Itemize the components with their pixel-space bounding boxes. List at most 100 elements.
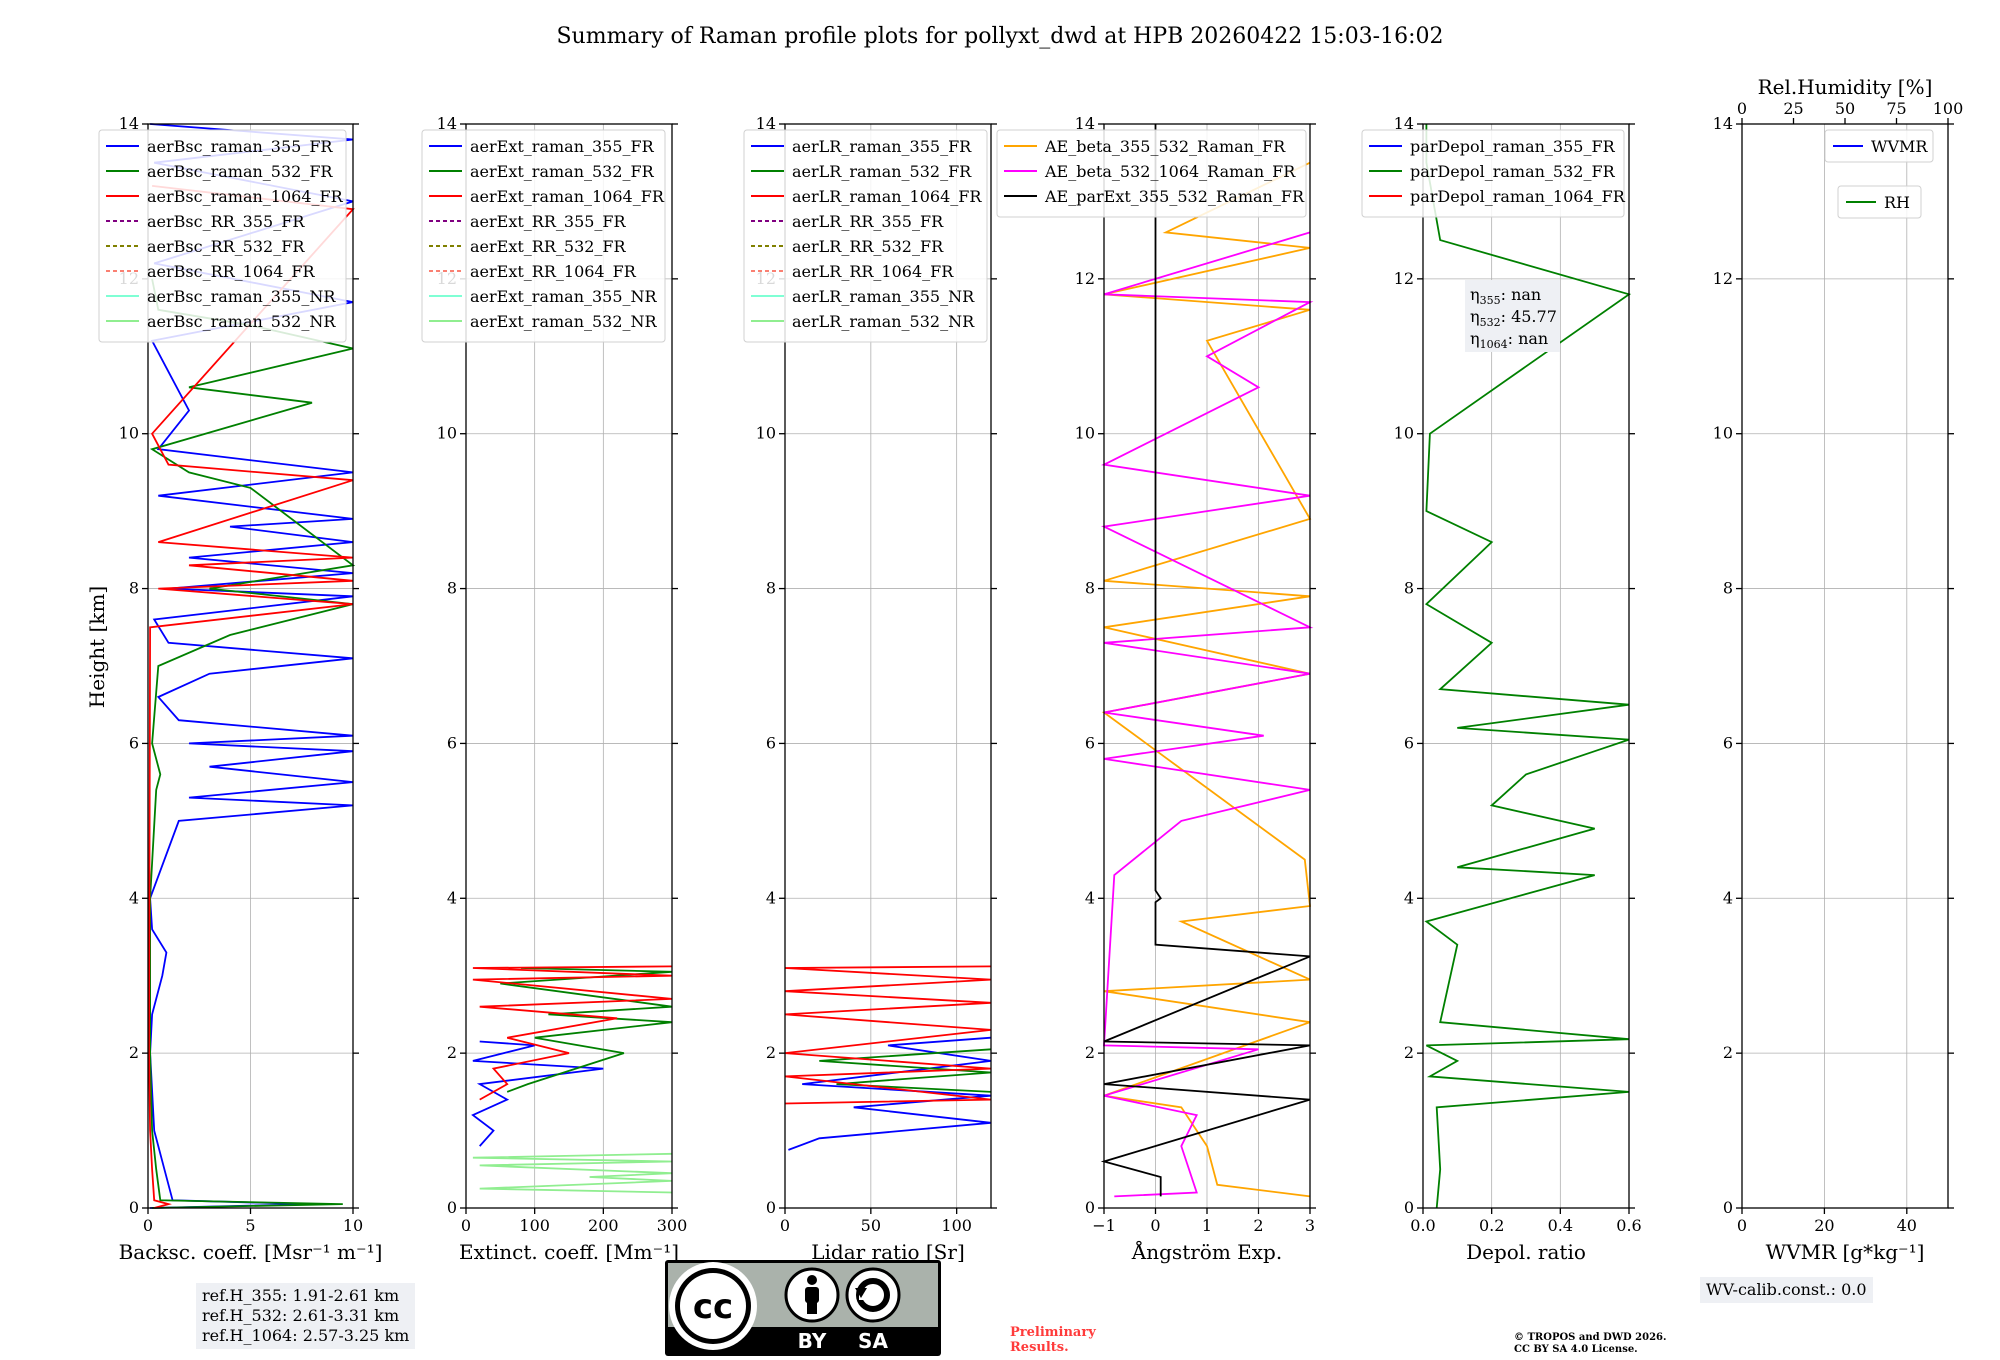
eta-symbol-355: η [1470, 285, 1480, 304]
wvmr-top-xtick-label-4: 100 [1933, 99, 1964, 118]
lr-legend-label-2: aerLR_raman_1064_FR [792, 187, 982, 206]
wvmr-top-axis-label: Rel.Humidity [%] [1758, 75, 1933, 99]
bsc-legend-label-5: aerBsc_RR_1064_FR [147, 262, 316, 281]
preliminary-line-1: Preliminary [1010, 1325, 1096, 1340]
ext-series-aerExt_raman_1064_FR [472, 965, 673, 1101]
lr-legend-label-7: aerLR_raman_532_NR [792, 312, 975, 331]
depol-ytick-label-7: 14 [1394, 114, 1414, 133]
lr-legend-label-4: aerLR_RR_532_FR [792, 237, 944, 256]
person-icon [784, 1267, 840, 1323]
depol-series-group [1424, 124, 1632, 1209]
eta-symbol-1064: η [1470, 329, 1480, 348]
lr-ytick-label-3: 6 [766, 733, 776, 752]
ext-ytick-label-7: 14 [437, 114, 457, 133]
ext-frame [465, 123, 673, 1209]
wvmr-xtick-label-1: 20 [1814, 1216, 1834, 1235]
bsc-ytick-label-0: 0 [129, 1198, 139, 1217]
bsc-xtick-label-0: 0 [143, 1216, 153, 1235]
wvmr-top-xtick-label-0: 0 [1737, 99, 1747, 118]
lr-series-aerLR_raman_355_FR [788, 1036, 992, 1151]
panel-depol: 0 2 4 6 8 10 12 14 0.0 0.2 0.4 0.6 Depol. ratio parDe… [1361, 114, 1642, 1264]
ae-series-AE_beta_532_1064_Raman_FR [1101, 231, 1314, 1198]
ae-legend: AE_beta_355_532_Raman_FR AE_beta_532_1064… [996, 129, 1307, 218]
share-alike-icon [845, 1267, 901, 1323]
depol-legend: parDepol_raman_355_FR parDepol_raman_532_… [1361, 129, 1626, 218]
depol-ytick-label-4: 8 [1404, 579, 1414, 598]
copyright-note: © TROPOS and DWD 2026. CC BY SA 4.0 Lice… [1514, 1332, 1666, 1356]
ext-ytick-label-5: 10 [437, 424, 457, 443]
ae-x-axis-label: Ångström Exp. [1131, 1239, 1282, 1264]
ae-ytick-label-6: 12 [1075, 269, 1095, 288]
ext-series-aerExt_raman_532_NR [472, 1152, 673, 1194]
wvmr-legend-box-1 [1837, 185, 1922, 219]
depol-frame [1422, 123, 1630, 1209]
bsc-ytick-label-7: 14 [119, 114, 139, 133]
bsc-legend-label-1: aerBsc_raman_532_FR [147, 162, 333, 181]
eta-sub-532: 532 [1480, 316, 1501, 329]
lr-legend-label-1: aerLR_raman_532_FR [792, 162, 972, 181]
bsc-x-axis-label: Backsc. coeff. [Msr⁻¹ m⁻¹] [119, 1240, 383, 1264]
ext-legend-label-0: aerExt_raman_355_FR [470, 137, 655, 156]
preliminary-line-2: Results. [1010, 1340, 1069, 1355]
bsc-series-aerBsc_raman_1064_FR [148, 185, 355, 1209]
ext-legend: aerExt_raman_355_FR aerExt_raman_532_FRae… [421, 129, 666, 343]
eta-label-1064: η1064: nan [1470, 329, 1548, 351]
depol-ytick-label-3: 6 [1404, 733, 1414, 752]
cc-letters: cc [693, 1287, 733, 1327]
ext-legend-label-3: aerExt_RR_355_FR [470, 212, 627, 231]
eta-label-532: η532: 45.77 [1470, 307, 1557, 329]
ext-legend-label-1: aerExt_raman_532_FR [470, 162, 655, 181]
wvmr-ytick-label-6: 12 [1713, 269, 1733, 288]
ae-xtick-label-1: 0 [1150, 1216, 1160, 1235]
wvmr-ytick-label-4: 8 [1723, 579, 1733, 598]
wvmr-ytick-label-1: 2 [1723, 1043, 1733, 1062]
depol-xtick-label-3: 0.6 [1616, 1216, 1641, 1235]
depol-legend-box [1361, 129, 1625, 218]
lr-ytick-label-2: 4 [766, 888, 776, 907]
ext-legend-label-2: aerExt_raman_1064_FR [470, 187, 665, 206]
eta-value-1064: : nan [1508, 329, 1549, 348]
lr-legend-label-5: aerLR_RR_1064_FR [792, 262, 954, 281]
lr-ytick-label-1: 2 [766, 1043, 776, 1062]
lr-xtick-label-0: 0 [780, 1216, 790, 1235]
bsc-legend-label-4: aerBsc_RR_532_FR [147, 237, 305, 256]
ae-legend-label-1: AE_beta_532_1064_Raman_FR [1044, 162, 1296, 181]
wvmr-xtick-label-2: 40 [1897, 1216, 1917, 1235]
depol-series-parDepol_raman_532_FR [1424, 124, 1632, 1209]
depol-xtick-label-2: 0.4 [1548, 1216, 1573, 1235]
ae-ytick-label-0: 0 [1085, 1198, 1095, 1217]
ext-legend-label-7: aerExt_raman_532_NR [470, 312, 658, 331]
bsc-legend-box [98, 129, 347, 343]
lr-frame [784, 123, 992, 1209]
bsc-series-group [148, 123, 356, 1209]
ext-ytick-label-3: 6 [447, 733, 457, 752]
depol-ytick-label-5: 10 [1394, 424, 1414, 443]
ae-legend-label-2: AE_parExt_355_532_Raman_FR [1044, 187, 1305, 206]
depol-ytick-label-6: 12 [1394, 269, 1414, 288]
lr-series-group [784, 965, 992, 1151]
ext-legend-label-4: aerExt_RR_532_FR [470, 237, 627, 256]
ext-series-aerExt_raman_532_FR [500, 967, 673, 1093]
wvmr-legend-label-1: RH [1884, 193, 1910, 212]
bsc-series-aerBsc_raman_532_FR [149, 278, 356, 1209]
lr-ytick-label-7: 14 [756, 114, 776, 133]
depol-ytick-label-0: 0 [1404, 1198, 1414, 1217]
eta-box [1465, 280, 1560, 352]
bsc-legend-label-7: aerBsc_raman_532_NR [147, 312, 336, 331]
bsc-ytick-label-3: 6 [129, 733, 139, 752]
ext-ytick-label-1: 2 [447, 1043, 457, 1062]
cc-by-sa-logo: cc BY SA [665, 1260, 941, 1356]
bsc-ytick-label-1: 2 [129, 1043, 139, 1062]
ext-series-aerExt_raman_355_FR [471, 1040, 604, 1147]
wvmr-legend-label-0: WVMR [1871, 137, 1928, 156]
ref-height-355: ref.H_355: 1.91-2.61 km [202, 1286, 400, 1305]
lr-legend: aerLR_raman_355_FR aerLR_raman_532_FR aerL… [743, 129, 988, 343]
depol-legend-label-1: parDepol_raman_532_FR [1410, 162, 1616, 181]
ae-ytick-label-5: 10 [1075, 424, 1095, 443]
bsc-legend-label-3: aerBsc_RR_355_FR [147, 212, 305, 231]
lr-xtick-label-1: 50 [861, 1216, 881, 1235]
bsc-legend-label-2: aerBsc_raman_1064_FR [147, 187, 344, 206]
ref-height-532: ref.H_532: 2.61-3.31 km [202, 1306, 400, 1325]
figure-title: Summary of Raman profile plots for polly… [556, 24, 1443, 49]
